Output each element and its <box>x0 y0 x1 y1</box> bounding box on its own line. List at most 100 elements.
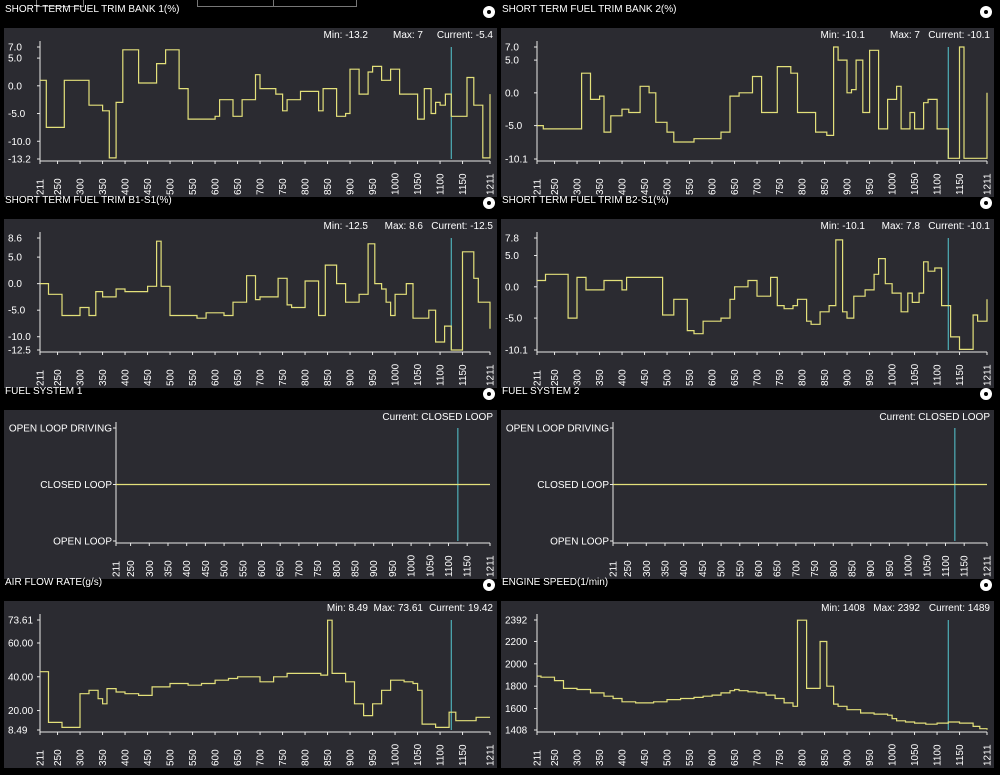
x-tick-label: 650 <box>730 369 741 386</box>
chart-stats: Current: 19.42 Max: 73.61 Min: 8.49 <box>327 603 494 614</box>
x-tick-label: 1000 <box>888 172 899 195</box>
x-tick-label: 600 <box>211 369 222 386</box>
toolbar-button-1[interactable] <box>36 0 84 7</box>
x-tick-label: 750 <box>775 749 786 766</box>
x-tick-label: 1050 <box>910 743 921 766</box>
chart-options-button[interactable] <box>980 579 992 591</box>
chart-title: ENGINE SPEED(1/min) <box>502 577 609 588</box>
y-tick-label: -5.0 <box>8 306 26 317</box>
x-tick-label: 800 <box>798 369 809 386</box>
x-tick-label: 1050 <box>910 363 921 386</box>
chart-panel-st-b2: Current: -10.1 Max: 7 Min: -10.1 7.0 5.0 0.0 -… <box>501 28 994 197</box>
chart-title: SHORT TERM FUEL TRIM BANK 2(%) <box>502 4 677 15</box>
x-tick-label: 1100 <box>444 555 455 577</box>
x-tick-label: 250 <box>126 560 137 577</box>
y-tick-label: CLOSED LOOP <box>537 480 609 491</box>
stat-min: Min: 8.49 <box>327 603 369 614</box>
x-tick-label: 350 <box>660 560 671 577</box>
x-tick-label: 250 <box>550 178 561 195</box>
x-tick-label: 700 <box>294 560 305 577</box>
x-tick-label: 1100 <box>941 555 952 577</box>
x-tick-label: 750 <box>775 369 786 386</box>
chart-stats: Current: -10.1 Max: 7.8 Min: -10.1 <box>821 221 991 232</box>
y-tick-label: 5.0 <box>8 253 22 264</box>
stat-current: Current: 1489 <box>929 603 991 614</box>
x-tick-label: 700 <box>753 178 764 195</box>
x-tick-label: 650 <box>276 560 287 577</box>
x-tick-label: 211 <box>36 750 47 766</box>
y-tick-label: 0.0 <box>505 88 519 99</box>
x-tick-label: 500 <box>166 369 177 386</box>
x-tick-label: 600 <box>708 178 719 195</box>
x-tick-label: 550 <box>188 369 199 386</box>
x-tick-label: 800 <box>301 749 312 766</box>
y-tick-label: CLOSED LOOP <box>40 480 112 491</box>
chart-options-button[interactable] <box>980 197 992 209</box>
chart-panel-rpm: Current: 1489 Max: 2392 Min: 1408 2392 2200 2… <box>501 601 994 768</box>
toolbar-button-3[interactable] <box>273 0 357 7</box>
x-tick-label: 211 <box>36 370 47 386</box>
x-tick-label: 1000 <box>904 554 915 577</box>
x-tick-label: 550 <box>685 178 696 195</box>
series-line <box>40 49 491 159</box>
x-tick-label: 1211 <box>983 555 994 577</box>
chart-panel-maf: Current: 19.42 Max: 73.61 Min: 8.49 73.61 60… <box>4 601 497 768</box>
x-tick-label: 850 <box>820 749 831 766</box>
y-tick-label: OPEN LOOP DRIVING <box>9 424 112 435</box>
x-tick-label: 400 <box>679 560 690 577</box>
x-tick-label: 1211 <box>486 364 497 386</box>
x-tick-label: 450 <box>640 749 651 766</box>
chart-panel-st-b1s1: Current: -12.5 Max: 8.6 Min: -12.5 8.6 5.0 0.… <box>4 219 497 388</box>
chart-options-button[interactable] <box>483 197 495 209</box>
chart-stats: Current: CLOSED LOOP <box>382 412 493 423</box>
x-tick-label: 700 <box>256 369 267 386</box>
x-tick-label: 300 <box>76 369 87 386</box>
chart-options-button[interactable] <box>483 579 495 591</box>
x-tick-label: 550 <box>685 749 696 766</box>
chart-stats: Current: -10.1 Max: 7 Min: -10.1 <box>821 30 991 41</box>
x-tick-label: 211 <box>533 179 544 195</box>
x-tick-label: 950 <box>885 560 896 577</box>
x-tick-label: 1100 <box>436 744 447 766</box>
y-tick-label: 7.0 <box>505 43 519 54</box>
x-tick-label: 900 <box>866 560 877 577</box>
stat-max: Max: 7 <box>890 30 920 41</box>
stat-current: Current: 19.42 <box>429 603 493 614</box>
x-tick-label: 211 <box>533 750 544 766</box>
x-tick-label: 800 <box>301 178 312 195</box>
chart-options-button[interactable] <box>980 6 992 18</box>
stat-max: Max: 2392 <box>873 603 920 614</box>
x-tick-label: 650 <box>730 178 741 195</box>
x-tick-label: 600 <box>211 178 222 195</box>
x-tick-label: 600 <box>257 560 268 577</box>
x-tick-label: 1150 <box>960 555 971 577</box>
x-tick-label: 500 <box>663 369 674 386</box>
chart-options-button[interactable] <box>483 6 495 18</box>
toolbar-button-2[interactable] <box>197 0 274 7</box>
x-tick-label: 750 <box>313 560 324 577</box>
x-tick-label: 500 <box>166 178 177 195</box>
y-tick-label: 1600 <box>505 704 528 715</box>
x-tick-label: 800 <box>301 369 312 386</box>
chart-options-button[interactable] <box>483 388 495 400</box>
y-tick-label: 0.0 <box>8 81 22 92</box>
y-tick-label: 7.0 <box>8 43 22 54</box>
x-tick-label: 300 <box>145 560 156 577</box>
y-tick-label: -12.5 <box>8 346 31 357</box>
y-tick-label: OPEN LOOP <box>550 537 609 548</box>
chart-panel-fs2: Current: CLOSED LOOP OPEN LOOP DRIVING CLO… <box>501 410 994 579</box>
x-tick-label: 1211 <box>486 744 497 766</box>
chart-options-button[interactable] <box>980 388 992 400</box>
x-tick-label: 600 <box>708 749 719 766</box>
x-tick-label: 700 <box>791 560 802 577</box>
x-tick-label: 900 <box>843 369 854 386</box>
x-tick-label: 1211 <box>983 744 994 766</box>
x-tick-label: 1000 <box>391 743 402 766</box>
x-tick-label: 1150 <box>458 173 469 195</box>
x-tick-label: 1050 <box>910 172 921 195</box>
chart-svg: Current: CLOSED LOOP OPEN LOOP DRIVING CLO… <box>9 412 497 577</box>
x-tick-label: 1050 <box>922 554 933 577</box>
stat-max: Max: 8.6 <box>385 221 424 232</box>
x-tick-label: 250 <box>623 560 634 577</box>
x-tick-label: 950 <box>865 749 876 766</box>
